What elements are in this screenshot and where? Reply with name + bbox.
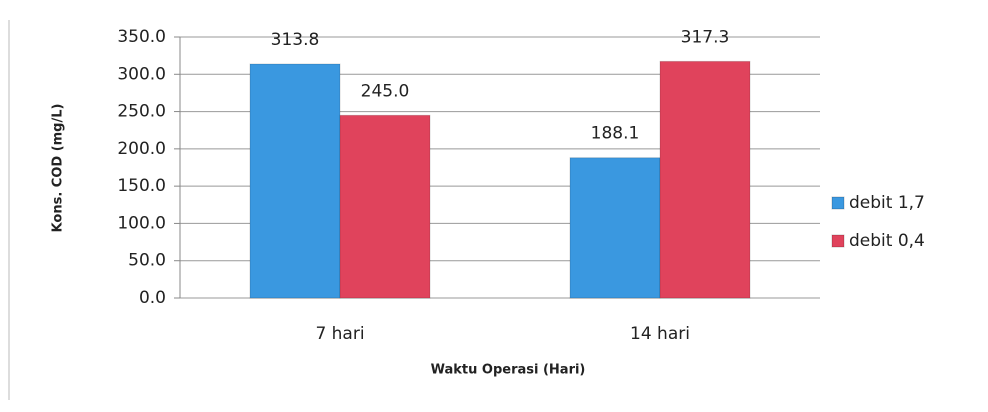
legend-label: debit 0,4: [849, 231, 925, 251]
y-axis-title: Kons. COD (mg/L): [51, 104, 66, 233]
legend-swatch: [831, 234, 845, 248]
y-tick-label: 50.0: [128, 251, 166, 271]
bar: [249, 63, 341, 299]
legend-swatch: [831, 196, 845, 210]
y-tick-label: 250.0: [117, 102, 166, 122]
x-tick-label: 14 hari: [630, 324, 690, 344]
data-label: 317.3: [681, 27, 730, 47]
data-label: 188.1: [591, 124, 640, 144]
y-tick-label: 150.0: [117, 176, 166, 196]
x-axis-title: Waktu Operasi (Hari): [431, 363, 586, 378]
bar: [659, 60, 751, 299]
y-tick-label: 100.0: [117, 213, 166, 233]
y-tick-label: 200.0: [117, 139, 166, 159]
x-tick-label: 7 hari: [315, 324, 364, 344]
bar: [569, 157, 661, 299]
y-tick-label: 300.0: [117, 64, 166, 84]
data-label: 245.0: [361, 81, 410, 101]
y-tick-label: 0.0: [139, 288, 166, 308]
data-label: 313.8: [271, 30, 320, 50]
bar: [339, 114, 431, 299]
y-tick-label: 350.0: [117, 27, 166, 47]
legend-label: debit 1,7: [849, 193, 925, 213]
